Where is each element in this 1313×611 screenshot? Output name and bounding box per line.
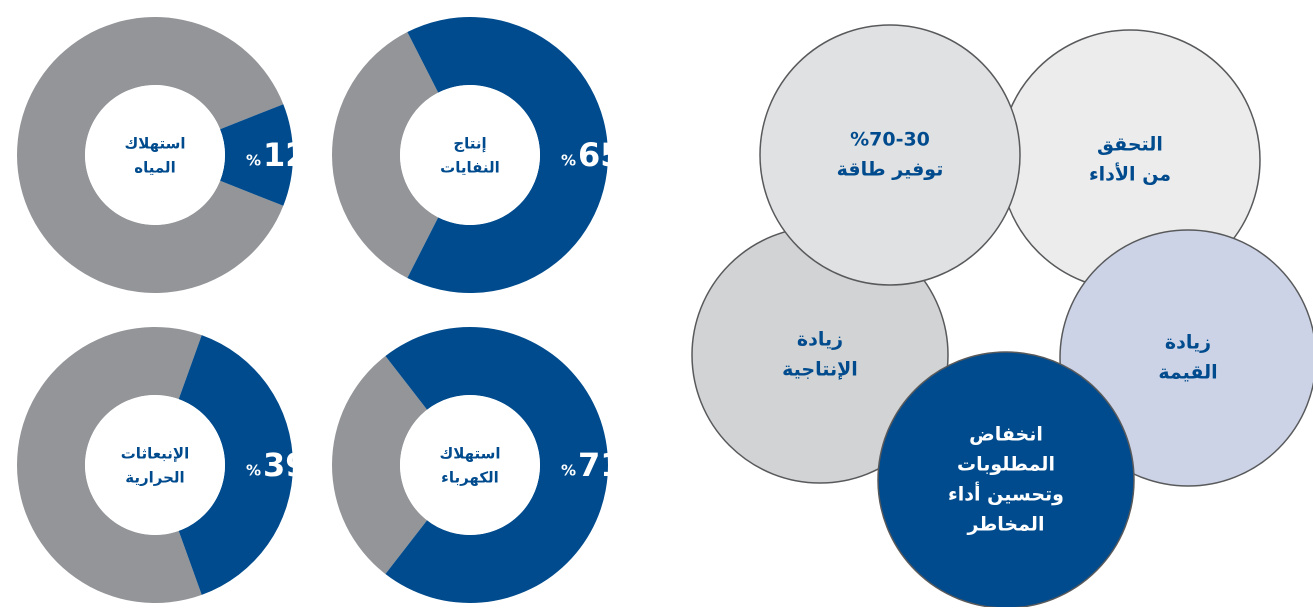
node-circle <box>1059 229 1313 487</box>
donut-rest <box>17 17 284 294</box>
donut-hole <box>400 85 540 225</box>
node-circle <box>877 351 1135 609</box>
unit-label: % <box>561 152 576 170</box>
donut-rest <box>332 32 439 278</box>
node-label: التحقق <box>1097 134 1163 156</box>
node-label: القيمة <box>1158 362 1217 384</box>
center-label: الحرارية <box>125 469 184 487</box>
donut-chart: 65% إنتاج النفايات <box>332 17 623 294</box>
diagram-node: التحقق من الأداء <box>999 29 1261 291</box>
node-label: الإنتاجية <box>782 359 858 381</box>
unit-label: % <box>561 462 576 480</box>
node-circle <box>759 24 1021 286</box>
donut-chart: 71% استهلاك الكهرباء <box>331 327 623 603</box>
center-label: استهلاك <box>124 135 185 153</box>
donut-hole <box>85 85 225 225</box>
center-label: النفايات <box>440 159 500 177</box>
node-label: المطلوبات <box>957 454 1055 476</box>
node-label: وتحسين أداء <box>948 482 1064 506</box>
donut-chart: 12% استهلاك المياه <box>17 17 308 294</box>
value-label: 65 <box>578 136 623 174</box>
donut-chart: 39% الإنبعاثات الحرارية <box>17 327 308 603</box>
donut-hole <box>85 395 225 535</box>
donut-segment <box>385 327 609 603</box>
node-label: انخفاض <box>969 424 1043 446</box>
node-label: زيادة <box>797 329 843 351</box>
donut-segment <box>407 17 608 294</box>
value-label: 71 <box>578 446 623 484</box>
node-label: من الأداء <box>1089 163 1171 186</box>
unit-label: % <box>246 462 261 480</box>
donut-segment <box>178 335 294 595</box>
donut-rest <box>17 327 202 603</box>
unit-label: % <box>246 152 261 170</box>
diagram-node: %70-30 توفير طاقة <box>759 24 1021 286</box>
center-label: الإنبعاثات <box>121 445 190 463</box>
center-label: استهلاك <box>439 445 500 463</box>
value-label: 39 <box>263 446 308 484</box>
diagram-node: زيادة القيمة <box>1059 229 1313 487</box>
donut-hole <box>400 395 540 535</box>
value-label: 12 <box>263 136 308 174</box>
node-label: توفير طاقة <box>837 159 944 181</box>
node-label: المخاطر <box>967 514 1045 536</box>
donut-segment <box>220 104 293 206</box>
node-label: زيادة <box>1165 332 1211 354</box>
center-label: المياه <box>134 159 175 177</box>
center-label: الكهرباء <box>441 469 499 487</box>
center-label: إنتاج <box>453 135 486 153</box>
node-label: %70-30 <box>850 129 930 151</box>
diagram-node: انخفاض المطلوبات وتحسين أداء المخاطر <box>877 351 1135 609</box>
donut-rest <box>331 355 428 575</box>
